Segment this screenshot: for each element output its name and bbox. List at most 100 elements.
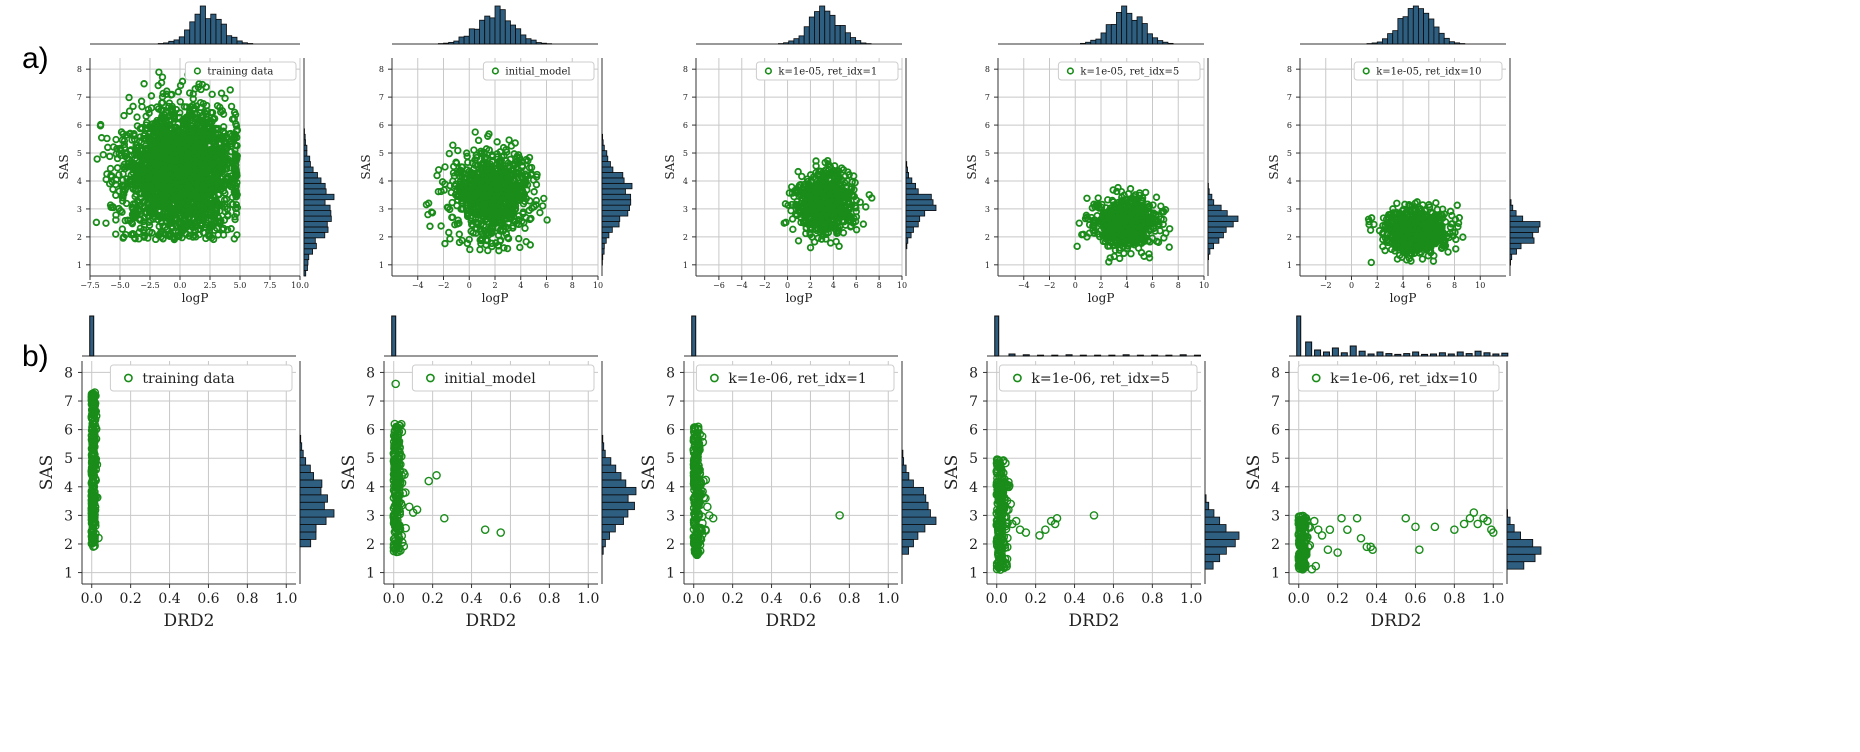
data-point [506, 155, 515, 164]
histogram-bar [303, 161, 311, 168]
data-point [137, 97, 146, 105]
data-point [120, 111, 128, 120]
histogram-bar [303, 253, 310, 261]
y-tick-label: 8 [379, 65, 384, 74]
data-point [139, 217, 148, 226]
histogram-bar [905, 199, 934, 206]
histogram-bar [205, 18, 212, 45]
histogram-bar [844, 32, 851, 45]
data-point [158, 73, 167, 81]
x-tick-label: −4 [736, 281, 748, 290]
histogram-bar [824, 10, 831, 45]
legend: initial_model [482, 61, 595, 81]
y-tick-label: 8 [77, 65, 82, 74]
data-point [147, 92, 156, 100]
data-point [510, 150, 518, 158]
data-point [539, 202, 547, 210]
x-axis-label: logP [482, 291, 509, 305]
histogram-bar [303, 188, 327, 195]
data-point [157, 78, 166, 87]
data-point [445, 228, 453, 237]
x-tick-label: −2 [759, 281, 771, 290]
x-axis-label: logP [786, 291, 813, 305]
data-point [1115, 254, 1124, 263]
data-point [176, 98, 184, 106]
data-point [471, 128, 479, 136]
histogram-bar [601, 204, 630, 211]
histogram-bar [303, 237, 316, 244]
x-tick-label: 2 [492, 281, 497, 290]
scatter-points [92, 67, 242, 244]
data-point [174, 88, 183, 96]
legend: training data [184, 61, 297, 81]
x-tick-label: −6 [713, 281, 725, 290]
data-point [167, 91, 175, 99]
y-tick-label: 5 [77, 149, 82, 158]
y-tick-label: 2 [77, 233, 82, 242]
y-tick-label: 7 [379, 93, 384, 102]
x-tick-label: 2.5 [204, 281, 217, 290]
x-tick-label: 8 [877, 281, 882, 290]
histogram-bar [850, 37, 857, 45]
data-point [434, 166, 443, 174]
histogram-bar [303, 226, 329, 233]
data-point [433, 171, 441, 180]
data-point [496, 236, 505, 244]
histogram-bar [189, 21, 196, 45]
y-tick-label: 7 [77, 93, 82, 102]
histogram-bar [905, 226, 914, 233]
data-point [446, 235, 454, 243]
histogram-bar [226, 35, 233, 45]
data-point [126, 147, 134, 155]
histogram-bar [601, 248, 605, 255]
top-histogram [392, 5, 598, 45]
histogram-bar [601, 237, 607, 244]
data-point [162, 90, 171, 98]
data-point [125, 107, 134, 115]
data-point [543, 216, 551, 224]
data-point [521, 224, 529, 232]
histogram-bar [303, 242, 317, 250]
histogram-bar [798, 35, 805, 45]
histogram-bar [303, 259, 309, 266]
legend: k=1e-05, ret_idx=1 [755, 61, 899, 81]
histogram-bar [601, 199, 632, 206]
top-histogram [90, 5, 300, 45]
data-point [464, 158, 472, 167]
histogram-bar [303, 210, 332, 217]
histogram-bar [905, 177, 913, 184]
data-point [144, 105, 153, 114]
histogram-bar [803, 26, 810, 45]
data-point [197, 103, 205, 112]
histogram-bar [905, 166, 908, 173]
histogram-bar [601, 231, 610, 239]
data-point [505, 136, 513, 144]
y-tick-label: 3 [683, 205, 688, 214]
histogram-bar [504, 20, 511, 45]
data-point [214, 231, 222, 239]
data-point [112, 216, 120, 224]
data-point [525, 153, 534, 162]
histogram-bar [535, 42, 542, 45]
data-point [118, 208, 126, 216]
data-point [228, 200, 236, 209]
histogram-bar [220, 23, 227, 45]
data-point [112, 230, 120, 238]
data-point [148, 229, 156, 237]
y-axis-label: SAS [57, 154, 71, 179]
data-point [445, 149, 454, 158]
data-point [106, 152, 114, 161]
y-tick-label: 3 [379, 205, 384, 214]
data-point [233, 231, 241, 239]
data-point [120, 137, 129, 145]
histogram-bar [468, 28, 475, 45]
histogram-bar [303, 215, 332, 222]
y-tick-label: 7 [683, 93, 688, 102]
data-point [113, 164, 122, 172]
histogram-bar [905, 231, 912, 239]
histogram-bar [601, 182, 633, 190]
data-point [102, 219, 110, 227]
y-tick-label: 1 [379, 261, 384, 270]
y-tick-label: 4 [77, 177, 82, 186]
